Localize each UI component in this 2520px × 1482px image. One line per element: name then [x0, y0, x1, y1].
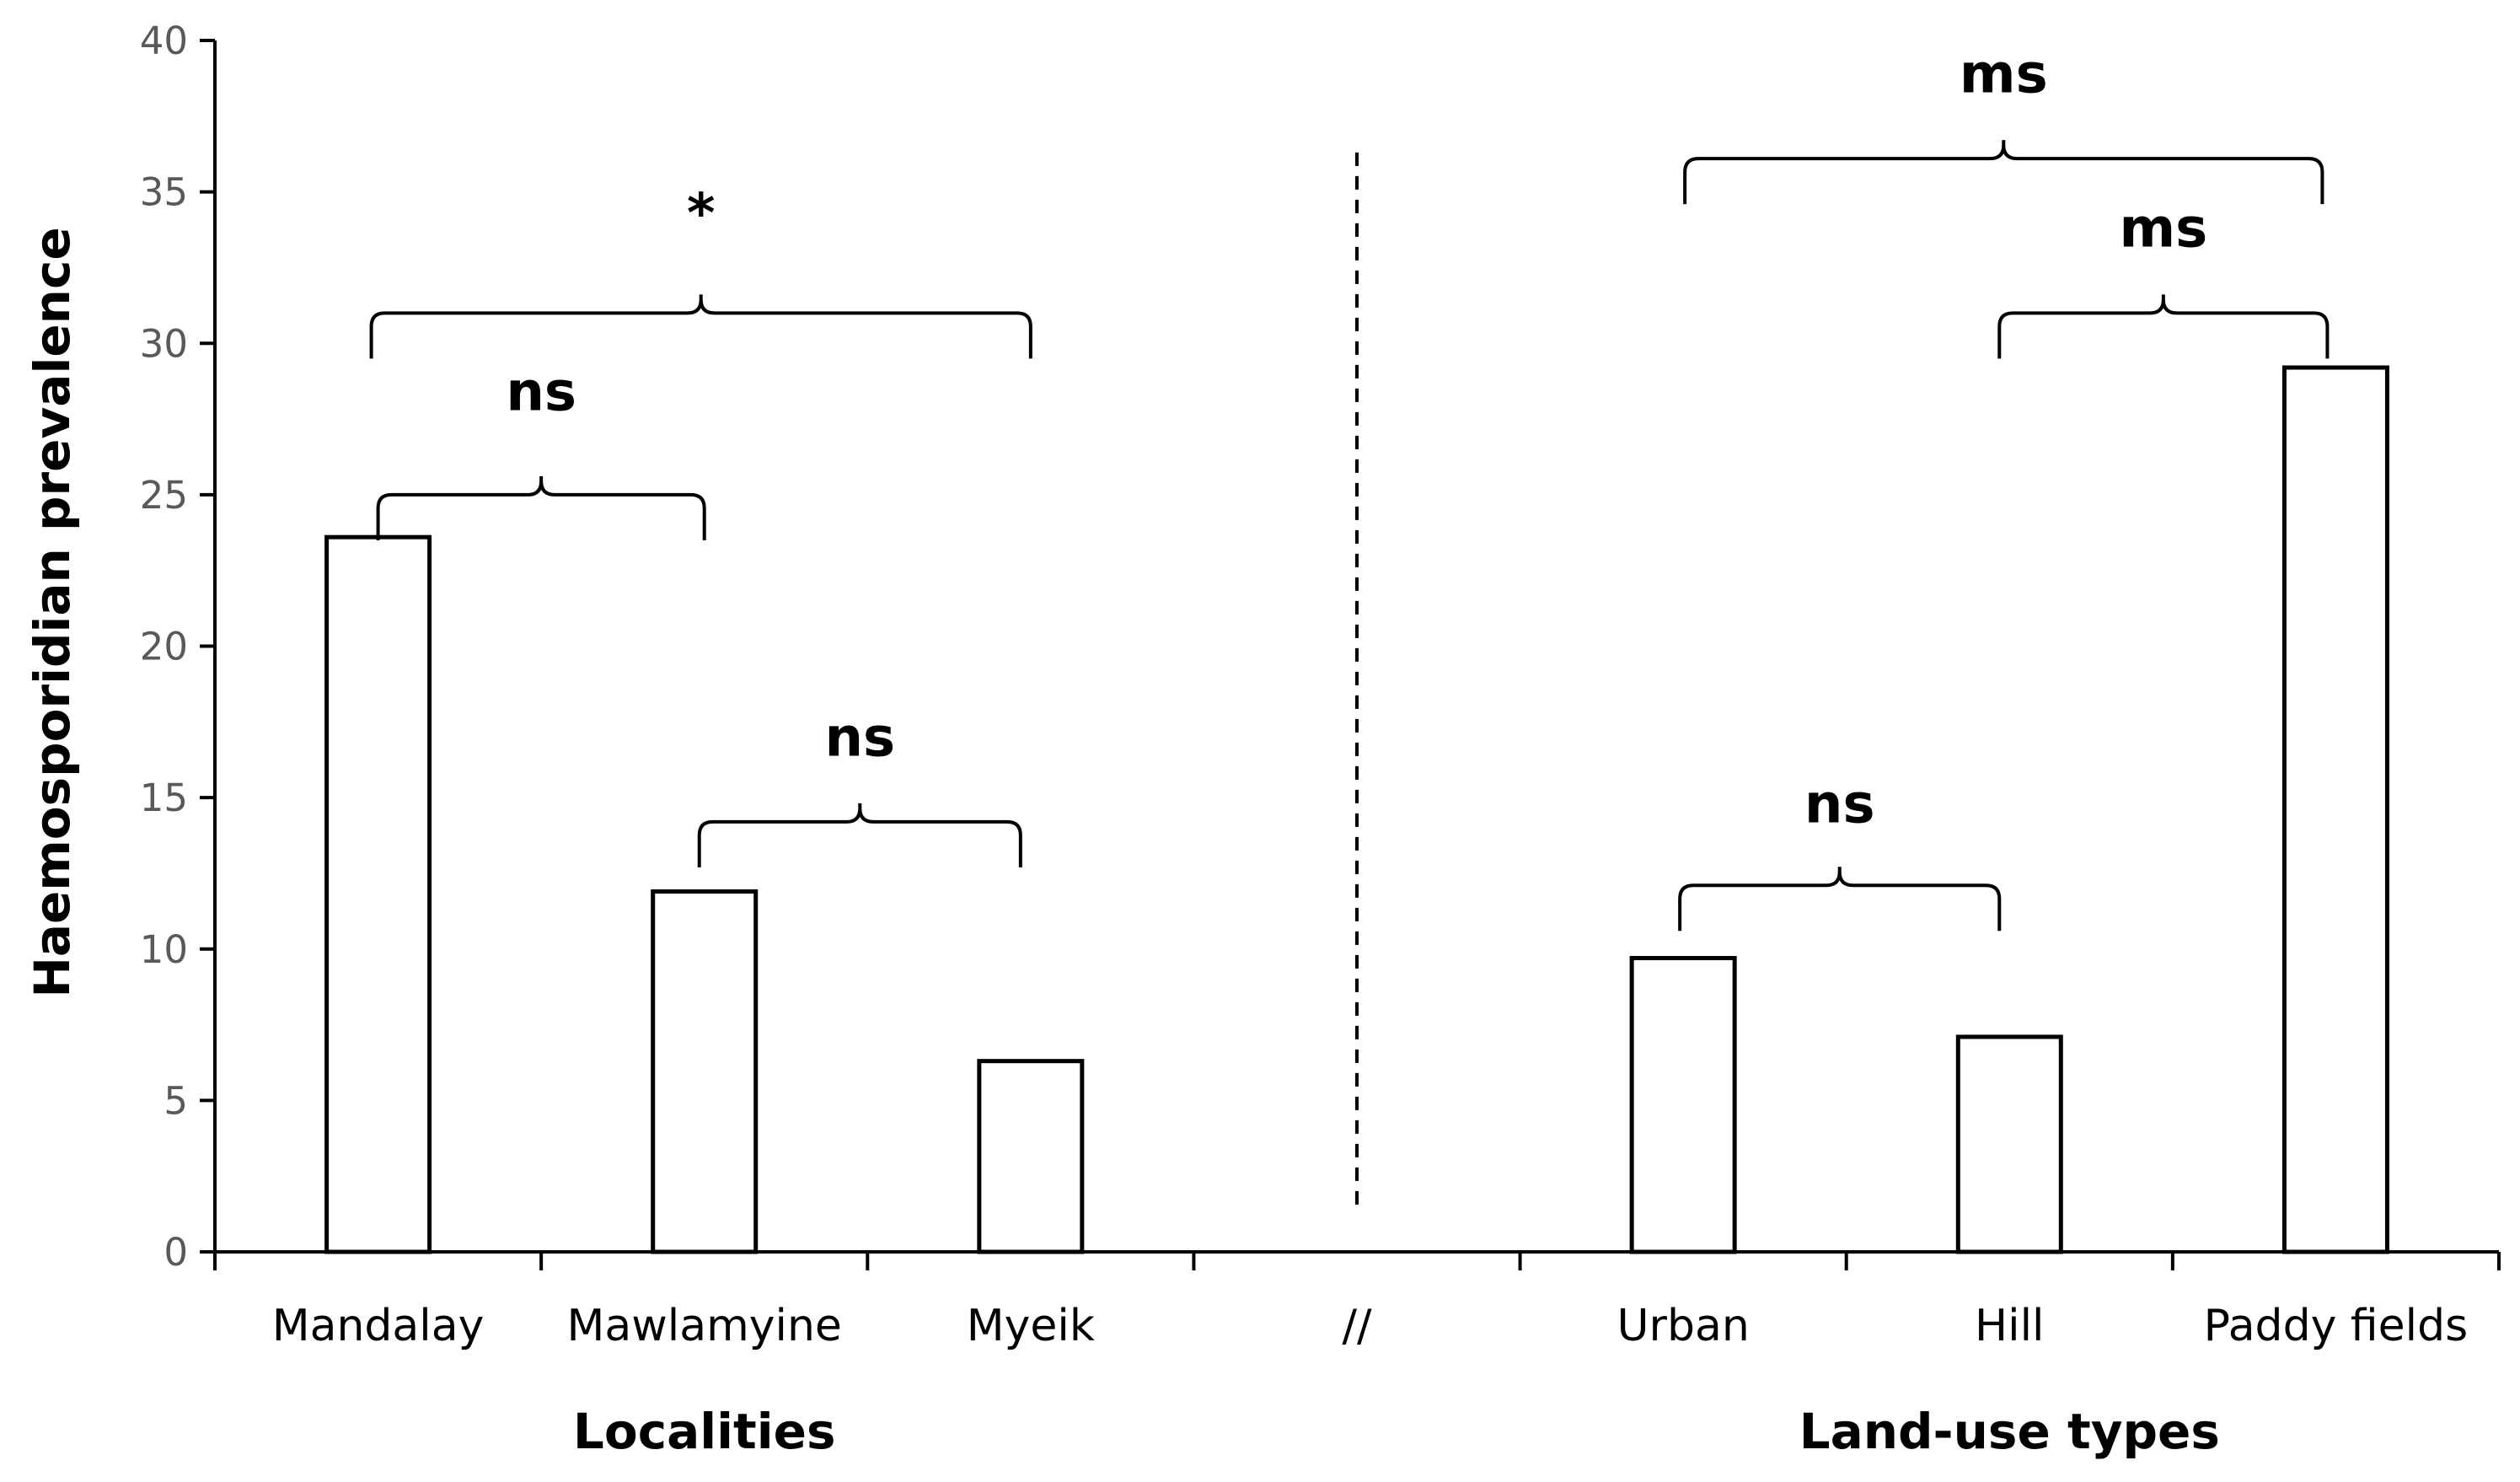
significance-bracket: [697, 803, 1022, 867]
significance-label: ns: [506, 362, 576, 424]
y-tick-label: 0: [164, 1230, 188, 1275]
y-axis-title: Haemosporidian prevalence: [24, 227, 81, 997]
bar-hill: [1955, 1034, 2063, 1254]
bar-mawlamyine: [651, 889, 759, 1254]
y-tick-label: 10: [140, 927, 188, 972]
x-label-urban: Urban: [1617, 1301, 1750, 1351]
bar-paddy-fields: [2281, 365, 2389, 1254]
y-axis-ticks: 0 5 10 15 20 25 30 35 40: [140, 19, 215, 1275]
significance-bracket: [1678, 867, 2002, 932]
significance-bracket: [369, 294, 1032, 359]
x-label-hill: Hill: [1975, 1301, 2044, 1351]
x-label-paddy-fields: Paddy fields: [2204, 1301, 2469, 1351]
significance-label: ms: [2119, 198, 2207, 260]
bar-myeik: [977, 1059, 1085, 1254]
y-tick-label: 30: [140, 321, 188, 366]
significance-bracket: [1997, 294, 2330, 359]
x-label-mawlamyine: Mawlamyine: [567, 1301, 842, 1351]
group-label-localities: Localities: [573, 1403, 836, 1460]
significance-label: *: [687, 183, 715, 245]
y-tick-label: 5: [164, 1078, 188, 1123]
x-label-myeik: Myeik: [967, 1301, 1095, 1351]
y-tick-label: 20: [140, 625, 188, 669]
bar-urban: [1629, 956, 1737, 1254]
significance-bracket: [376, 475, 706, 540]
significance-label: ms: [1960, 44, 2048, 106]
y-tick-label: 35: [140, 170, 188, 215]
y-tick-label: 25: [140, 473, 188, 518]
group-label-land-use-types: Land-use types: [1799, 1403, 2220, 1460]
y-tick-label: 15: [140, 776, 188, 820]
significance-label: ns: [1804, 773, 1875, 835]
significance-brackets: ns * ns ns ms ms: [369, 44, 2330, 932]
axes: [213, 40, 2499, 1254]
axis-break-label: //: [1342, 1301, 1372, 1351]
significance-label: ns: [824, 706, 895, 769]
bars: [324, 365, 2389, 1254]
x-axis-ticks: Mandalay Mawlamyine Myeik // Urban Hill Paddy …: [213, 1252, 2501, 1460]
x-label-mandalay: Mandalay: [272, 1301, 485, 1351]
y-tick-label: 40: [140, 19, 188, 63]
bar-mandalay: [324, 534, 432, 1254]
significance-bracket: [1683, 140, 2324, 205]
